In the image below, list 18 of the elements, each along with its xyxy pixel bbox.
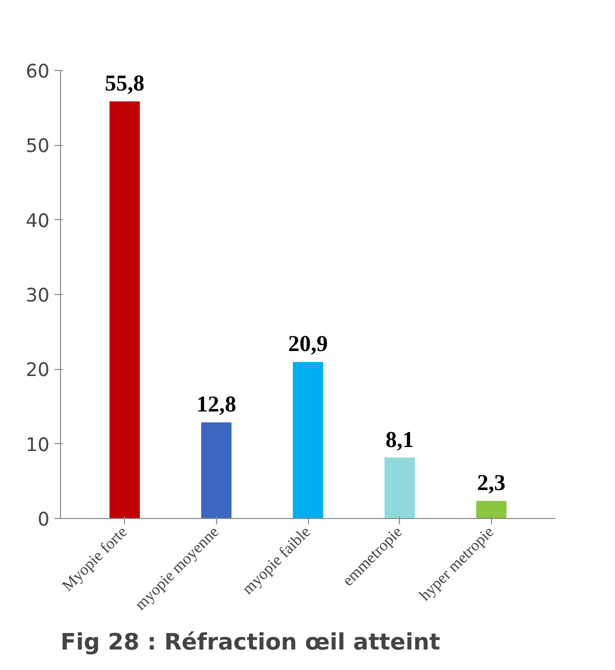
data-label: 20,9: [288, 331, 328, 356]
bar: [110, 101, 140, 518]
y-tick-label: 20: [26, 360, 50, 382]
bar: [384, 458, 415, 518]
data-label: 8,1: [386, 426, 414, 452]
y-tick-label: 40: [26, 210, 50, 232]
bar: [476, 500, 506, 518]
text: Fig 28 : Réfraction œil atteint: [60, 630, 440, 656]
y-tick-label: 10: [26, 434, 50, 456]
y-tick-label: 30: [26, 286, 50, 306]
data-label: 2,3: [477, 470, 506, 496]
data-label: 55,8: [104, 70, 144, 96]
y-tick-label: 60: [26, 62, 50, 82]
bar: [201, 422, 232, 518]
bar: [292, 362, 324, 518]
y-tick-label: 50: [26, 136, 50, 158]
data-label: 12,8: [196, 392, 236, 417]
y-tick-label: 0: [38, 510, 50, 530]
